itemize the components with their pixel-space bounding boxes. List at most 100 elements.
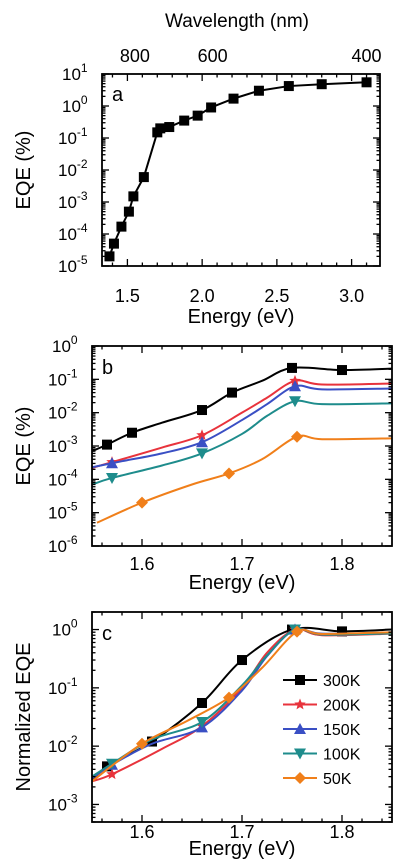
panel-c: 10-3 10-2 10-1 100 1.6 1.7 1.8 Energy (eV) Norma… (13, 611, 393, 859)
legend-marker (295, 675, 305, 685)
x-tick-label: 2.0 (190, 286, 215, 306)
panel-b: 10-6 10-5 10-4 10-3 10-2 10-1 100 1.6 1.7 1.8 Ener… (13, 333, 393, 594)
data-point (291, 430, 303, 443)
top-axis-title: Wavelength (nm) (165, 11, 309, 32)
series-line (92, 384, 392, 469)
data-point (164, 122, 175, 133)
series-line (92, 366, 392, 453)
data-point (337, 626, 347, 637)
x-tick-label: 1.7 (229, 554, 254, 574)
data-point (104, 251, 115, 262)
plot-frame (91, 345, 393, 547)
x-axis-title: Energy (eV) (189, 838, 296, 859)
data-point (361, 77, 372, 88)
data-point (223, 691, 235, 704)
data-point (128, 191, 139, 202)
legend: 300K 200K 150K 100K 50K (283, 673, 361, 788)
legend-label: 150K (323, 722, 361, 739)
legend-entry: 200K (283, 698, 361, 715)
legend-marker (294, 723, 306, 734)
x-tick-label: 3.0 (339, 286, 364, 306)
legend-entry: 100K (283, 747, 361, 764)
top-tick-label: 400 (352, 46, 382, 66)
data-point (197, 405, 207, 416)
y-axis-title: EQE (%) (13, 131, 35, 210)
data-point (108, 238, 119, 249)
series-line (92, 628, 392, 783)
data-point (289, 380, 301, 392)
data-point (196, 429, 208, 441)
data-point (123, 206, 134, 217)
legend-label: 50K (323, 771, 352, 788)
x-axis-title: Energy (eV) (188, 306, 295, 328)
y-tick-label: 100 (52, 333, 78, 356)
panel-letter: a (112, 84, 124, 106)
data-point (106, 457, 118, 469)
y-axis-title: Normalized EQE (13, 643, 35, 792)
series-line (92, 399, 392, 486)
data-point (155, 123, 166, 134)
y-tick-label: 10-2 (58, 157, 88, 180)
series-1-2 (92, 380, 392, 469)
panel-a: 10-5 10-4 10-3 10-2 10-1 100 101 1.5 2.0 2.5 3.0 En… (13, 61, 381, 328)
y-tick-label: 10-4 (58, 221, 88, 244)
data-point (196, 716, 208, 728)
data-point (227, 387, 237, 398)
data-point (179, 115, 190, 126)
data-point (206, 102, 217, 113)
y-tick-label: 10-3 (48, 791, 78, 814)
data-point (253, 85, 264, 96)
top-tick-label: 800 (120, 46, 150, 66)
data-point (116, 221, 127, 232)
legend-marker (294, 698, 306, 710)
data-point (147, 736, 157, 747)
top-axis-tick-labels: 800 600 400 (120, 46, 382, 66)
data-point (127, 427, 137, 438)
legend-marker (294, 772, 306, 784)
series-0-0 (104, 77, 372, 262)
y-tick-label: 100 (62, 93, 88, 116)
y-tick-label: 10-1 (48, 675, 78, 698)
plot-frame (91, 611, 393, 823)
x-tick-label: 1.6 (129, 822, 154, 842)
x-axis-ticks (111, 74, 368, 266)
y-tick-label: 10-1 (58, 125, 88, 148)
data-point (106, 472, 118, 484)
legend-marker (294, 748, 306, 760)
data-point (287, 362, 297, 373)
data-point (289, 396, 301, 408)
series-1-0 (92, 362, 392, 453)
data-point (228, 93, 239, 104)
data-point (106, 768, 118, 780)
x-axis-title: Energy (eV) (189, 572, 296, 594)
x-tick-label: 1.6 (129, 554, 154, 574)
series-1-4 (96, 430, 392, 524)
y-axis-ticks (92, 345, 392, 547)
y-tick-label: 10-6 (48, 533, 78, 556)
y-tick-label: 10-3 (58, 189, 88, 212)
legend-label: 100K (323, 747, 361, 764)
data-point (196, 448, 208, 460)
legend-entry: 50K (283, 771, 352, 788)
y-axis-ticks (92, 611, 392, 823)
legend-entry: 150K (283, 722, 361, 739)
x-tick-label: 2.5 (264, 286, 289, 306)
x-axis-ticks (101, 346, 383, 546)
top-tick-label: 600 (198, 46, 228, 66)
y-tick-label: 10-4 (48, 466, 78, 489)
data-point (197, 697, 207, 708)
data-point (237, 655, 247, 666)
plot-frame (101, 73, 381, 267)
x-tick-label: 1.5 (115, 286, 140, 306)
x-tick-label: 1.8 (329, 554, 354, 574)
y-tick-label: 10-2 (48, 733, 78, 756)
data-point (316, 79, 327, 90)
y-tick-label: 101 (62, 61, 88, 84)
data-point (337, 365, 347, 376)
y-tick-label: 10-1 (48, 366, 78, 389)
series-line (108, 81, 367, 257)
y-axis-title: EQE (%) (13, 407, 35, 486)
series-line (92, 379, 392, 469)
panel-letter: c (102, 623, 112, 645)
